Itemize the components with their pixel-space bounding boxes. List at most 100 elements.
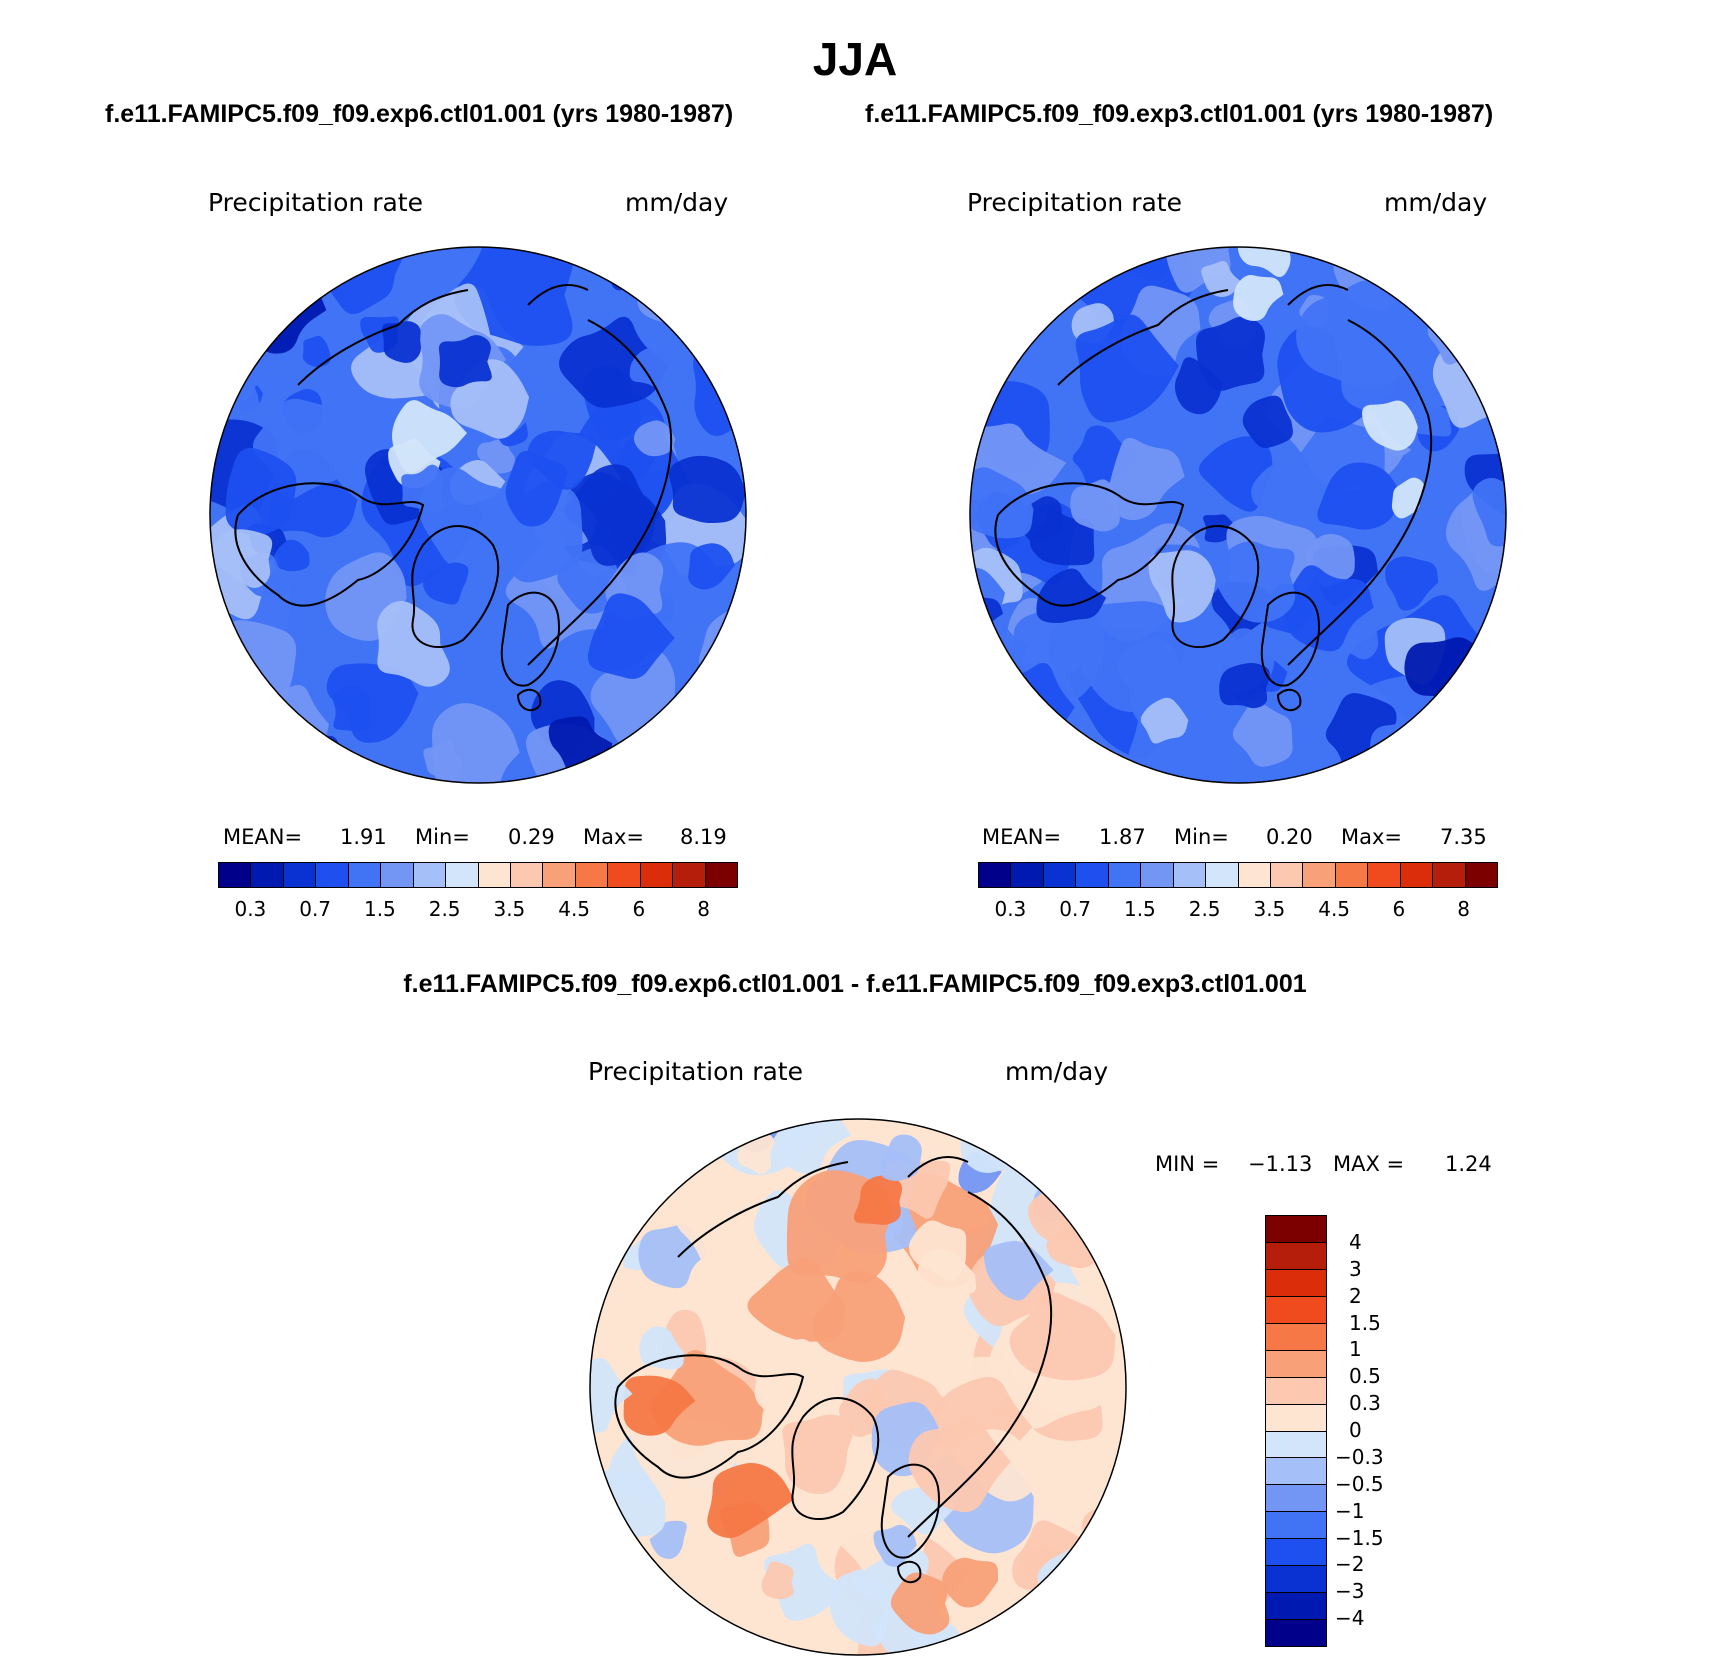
colorbar-tick-label: 3.5 [493,897,526,921]
colorbar-swatch [1433,863,1466,887]
colorbar-tick-label: 8 [697,897,710,921]
colorbar-tick-label: 6 [632,897,646,921]
colorbar-tick-label: 4 [1349,1229,1362,1254]
colorbar-swatch [1266,1458,1326,1486]
colorbar-swatch [1400,863,1434,887]
difference-max-value: 1.24 [1445,1152,1492,1176]
panel2-units-label: mm/day [1384,188,1488,217]
colorbar-swatch [1270,863,1304,887]
colorbar-tick-label: 0.3 [234,897,267,921]
colorbar-tick-label: 1.5 [1123,897,1156,921]
colorbar-tick-label: 1.5 [1349,1310,1381,1335]
colorbar-swatch [575,863,609,887]
panel2-variable-label: Precipitation rate [967,188,1182,217]
colorbar-swatch [705,863,737,887]
panel2-min-label: Min= [1174,825,1229,849]
colorbar-tick-label: 0.7 [1059,897,1092,921]
colorbar-swatch [1108,863,1142,887]
panel2-colorbar [978,862,1498,888]
panel1-units-label: mm/day [625,188,729,217]
colorbar-swatch [1465,863,1497,887]
colorbar-tick-label: −3 [1335,1579,1365,1604]
colorbar-tick-label: −0.3 [1335,1444,1384,1469]
colorbar-swatch [478,863,511,887]
colorbar-tick-label: 3 [1349,1256,1362,1281]
panel1-mean-value: 1.91 [340,825,387,849]
colorbar-swatch [381,863,414,887]
colorbar-swatch [1266,1296,1326,1324]
panel2-colorbar-ticks: 0.3 0.7 1.5 2.5 3.5 4.5 6 8 [978,897,1496,921]
colorbar-tick-label: 4.5 [1318,897,1351,921]
colorbar-swatch [1266,1593,1326,1621]
colorbar-tick-label: 0.3 [994,897,1027,921]
colorbar-swatch [510,863,544,887]
difference-title: f.e11.FAMIPC5.f09_f09.exp6.ctl01.001 - f… [403,970,1307,998]
colorbar-swatch [1266,1323,1326,1351]
colorbar-swatch [1266,1404,1326,1432]
panel1-case-title: f.e11.FAMIPC5.f09_f09.exp6.ctl01.001 (yr… [105,100,734,128]
colorbar-swatch [1266,1216,1326,1243]
colorbar-tick-label: 2.5 [428,897,461,921]
colorbar-swatch [1368,863,1401,887]
colorbar-swatch [1303,863,1336,887]
colorbar-swatch [1173,863,1207,887]
panel1-polar-map [209,246,747,784]
panel2-min-value: 0.20 [1266,825,1313,849]
colorbar-swatch [251,863,284,887]
colorbar-swatch [1266,1485,1326,1513]
colorbar-swatch [1266,1350,1326,1378]
panel1-min-label: Min= [415,825,470,849]
colorbar-tick-label: 6 [1392,897,1406,921]
colorbar-swatch [1206,863,1239,887]
colorbar-swatch [1266,1566,1326,1594]
difference-min-value: −1.13 [1248,1152,1313,1176]
panel2-case-title: f.e11.FAMIPC5.f09_f09.exp3.ctl01.001 (yr… [865,100,1494,128]
panel1-colorbar-ticks: 0.3 0.7 1.5 2.5 3.5 4.5 6 8 [218,897,736,921]
colorbar-tick-label: 2 [1349,1283,1362,1308]
difference-polar-map [589,1118,1127,1656]
colorbar-tick-label: −1 [1335,1498,1365,1523]
colorbar-swatch [608,863,641,887]
colorbar-tick-label: 2.5 [1188,897,1221,921]
difference-colorbar-ticks: 4 3 2 1.5 1 0.5 0.3 0 −0.3 −0.5 −1 −1.5 −2 −3 −4 [1335,1215,1425,1645]
colorbar-swatch [1266,1431,1326,1459]
colorbar-swatch [283,863,317,887]
difference-variable-label: Precipitation rate [588,1057,803,1086]
difference-colorbar [1265,1215,1327,1647]
difference-units-label: mm/day [1005,1057,1109,1086]
panel1-max-label: Max= [583,825,645,849]
colorbar-tick-label: 0.3 [1349,1391,1381,1416]
colorbar-swatch [1266,1242,1326,1270]
colorbar-swatch [413,863,447,887]
colorbar-tick-label: −4 [1335,1606,1365,1631]
colorbar-swatch [1043,863,1077,887]
colorbar-tick-label: 1 [1349,1337,1362,1362]
panel2-polar-map [969,246,1507,784]
colorbar-tick-label: 1.5 [363,897,396,921]
colorbar-tick-label: −2 [1335,1552,1365,1577]
colorbar-tick-label: 3.5 [1253,897,1286,921]
colorbar-tick-label: 0.7 [299,897,332,921]
colorbar-swatch [1238,863,1271,887]
colorbar-swatch [1076,863,1109,887]
colorbar-swatch [640,863,674,887]
colorbar-swatch [1266,1512,1326,1540]
colorbar-tick-label: −1.5 [1335,1525,1384,1550]
colorbar-tick-label: 0 [1349,1418,1362,1442]
colorbar-swatch [316,863,349,887]
colorbar-swatch [1141,863,1174,887]
colorbar-swatch [1266,1269,1326,1297]
colorbar-tick-label: 4.5 [558,897,591,921]
difference-min-label: MIN = [1155,1152,1220,1176]
main-title: JJA [812,33,898,85]
colorbar-swatch [1266,1539,1326,1567]
panel1-max-value: 8.19 [680,825,727,849]
colorbar-swatch [979,863,1012,887]
colorbar-tick-label: 0.5 [1349,1364,1381,1389]
colorbar-swatch [673,863,706,887]
colorbar-swatch [1266,1377,1326,1405]
panel2-mean-value: 1.87 [1099,825,1146,849]
colorbar-tick-label: 8 [1457,897,1470,921]
panel2-max-label: Max= [1341,825,1403,849]
colorbar-swatch [1266,1620,1326,1646]
